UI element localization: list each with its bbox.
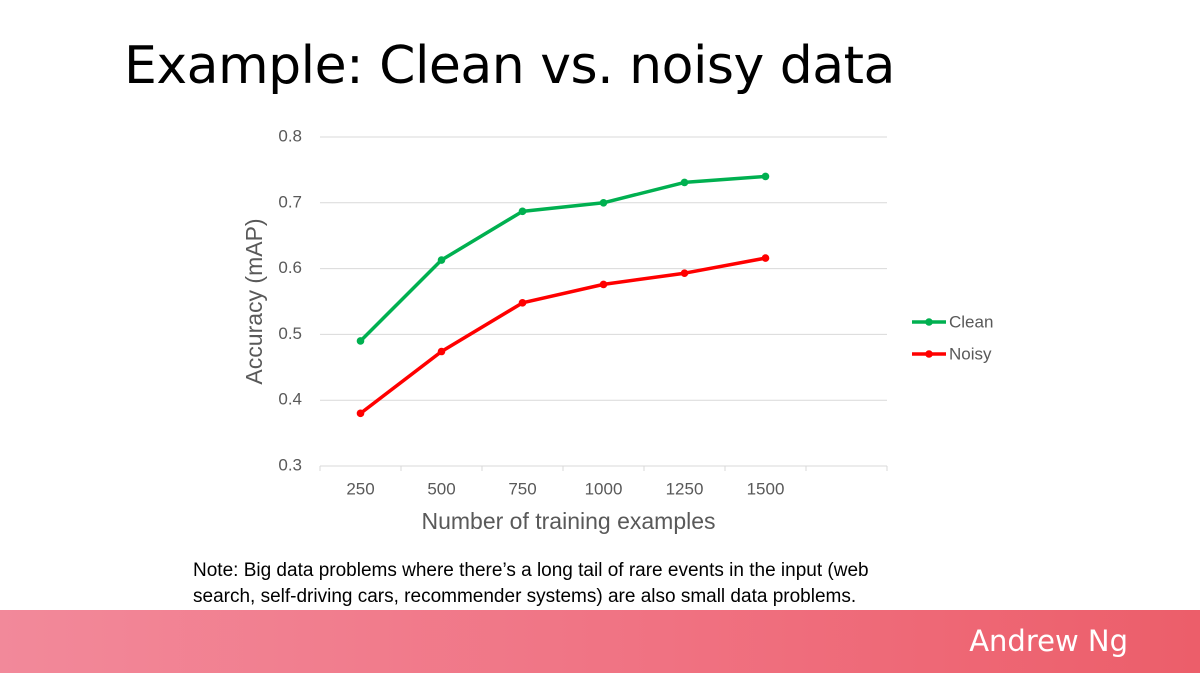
author: Andrew Ng: [969, 624, 1128, 658]
x-axis-label: Number of training examples: [421, 508, 715, 534]
y-tick-label: 0.6: [278, 258, 302, 277]
y-tick-label: 0.7: [278, 192, 302, 211]
legend-marker: [925, 318, 933, 326]
point: [761, 172, 770, 181]
x-tick-label: 1250: [666, 479, 704, 498]
y-tick-label: 0.3: [278, 455, 302, 474]
point: [761, 254, 770, 262]
x-tick-label: 1000: [585, 479, 623, 498]
point: [680, 178, 689, 187]
point: [518, 299, 527, 307]
point: [599, 199, 608, 207]
x-tick-label: 1500: [747, 479, 785, 498]
note: Note: Big data problems where there’s a …: [193, 558, 869, 610]
note-line: Note: Big data problems where there’s a …: [193, 560, 869, 581]
point: [599, 280, 608, 289]
legend-marker: [925, 350, 933, 358]
series-line: [359, 256, 766, 415]
point: [356, 409, 365, 418]
y-tick-label: 0.4: [278, 390, 302, 409]
y-tick-label: 0.8: [278, 126, 302, 145]
y-tick-label: 0.5: [278, 324, 302, 343]
point: [437, 256, 446, 264]
legend-label: Clean: [949, 312, 993, 331]
x-tick-label: 750: [508, 479, 536, 498]
series-line: [359, 174, 766, 343]
point: [437, 347, 446, 356]
point: [356, 337, 365, 345]
x-tick-label: 250: [346, 479, 374, 498]
note-line: search, self-driving cars, recommender s…: [193, 586, 857, 607]
slide-title: Example: Clean vs. noisy data: [124, 36, 895, 96]
footer: Andrew Ng: [0, 610, 1200, 673]
x-tick-label: 500: [427, 479, 455, 498]
legend-label: Noisy: [949, 344, 992, 363]
y-axis-label: Accuracy (mAP): [241, 218, 267, 384]
point: [680, 269, 689, 278]
point: [518, 207, 527, 216]
